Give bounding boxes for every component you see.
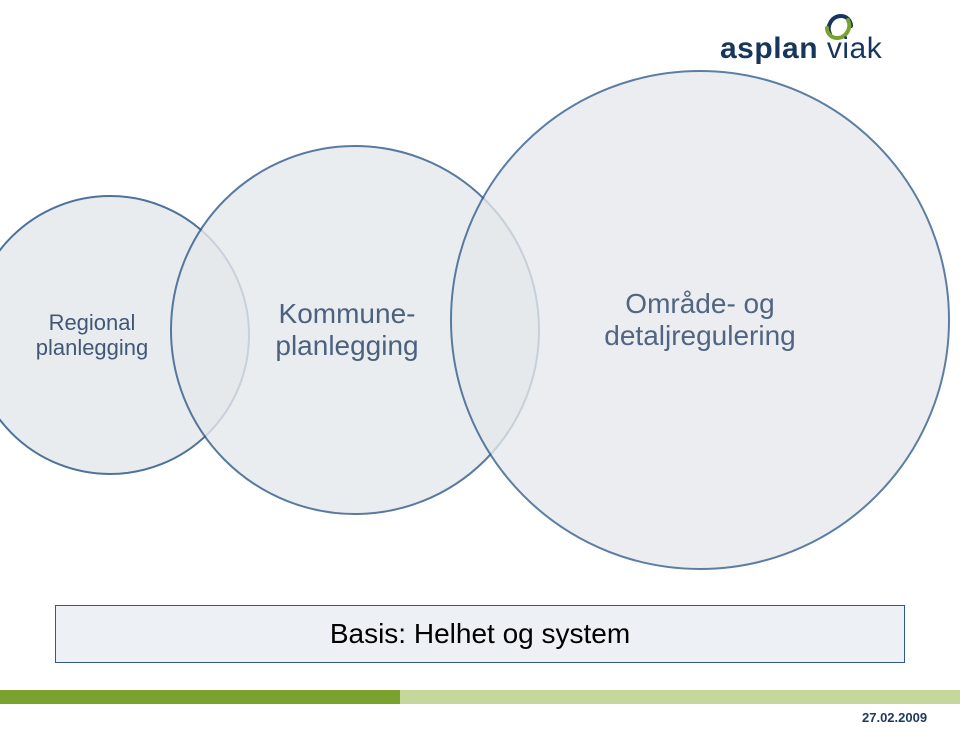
logo-text: asplan viak	[720, 32, 882, 66]
footer-date: 27.02.2009	[862, 710, 927, 725]
slide: asplan viak Regional planlegging Kommune…	[0, 0, 960, 733]
logo-text-sub-val: viak	[827, 32, 882, 65]
logo-text-main: asplan	[720, 32, 818, 65]
logo: asplan viak	[720, 12, 930, 72]
footer-bar-light	[400, 690, 960, 704]
circle-regional-label: Regional planlegging	[36, 310, 149, 361]
circle-omrade-label: Område- og detaljregulering	[604, 288, 795, 352]
footer-bar-green	[0, 690, 400, 704]
circle-kommune-label: Kommune- planlegging	[275, 298, 418, 362]
circle-omrade: Område- og detaljregulering	[450, 70, 950, 570]
basis-label: Basis: Helhet og system	[330, 618, 630, 650]
basis-box: Basis: Helhet og system	[55, 605, 905, 663]
